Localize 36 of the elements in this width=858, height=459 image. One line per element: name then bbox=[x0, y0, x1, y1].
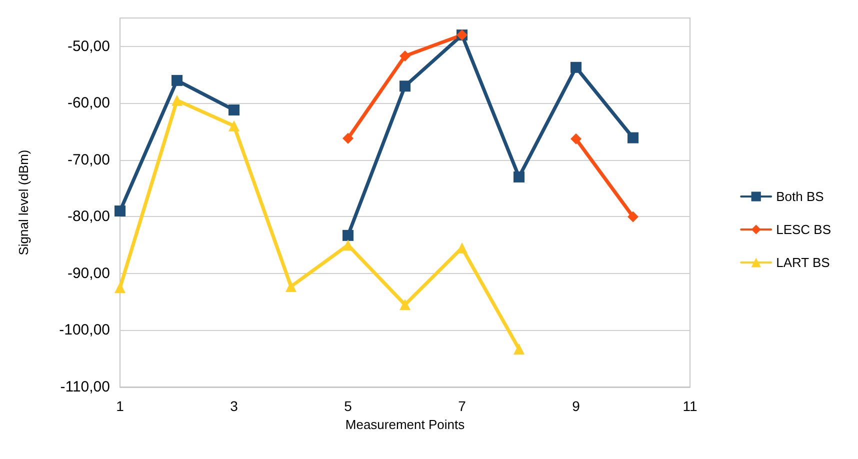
point bbox=[342, 132, 354, 144]
legend-label: Both BS bbox=[776, 189, 824, 204]
point bbox=[514, 171, 524, 182]
point bbox=[570, 62, 582, 73]
x-tick-label: 9 bbox=[572, 398, 580, 414]
point bbox=[286, 281, 296, 292]
point bbox=[172, 94, 182, 106]
point bbox=[228, 104, 240, 116]
point bbox=[114, 282, 126, 294]
x-axis-title: Measurement Points bbox=[345, 416, 466, 432]
point bbox=[514, 343, 524, 354]
point bbox=[400, 299, 410, 310]
y-tick-label: -100,00 bbox=[59, 322, 110, 339]
y-tick-label: -70,00 bbox=[67, 151, 110, 168]
y-tick-label: -110,00 bbox=[60, 378, 110, 396]
point bbox=[228, 120, 240, 132]
y-axis-title: Signal level (dBm) bbox=[16, 150, 31, 256]
point bbox=[172, 74, 182, 86]
y-tick-label: -90,00 bbox=[67, 264, 110, 282]
x-tick-label: 7 bbox=[458, 398, 466, 414]
y-tick-label: -50,00 bbox=[67, 38, 110, 55]
x-tick-label: 3 bbox=[230, 398, 238, 414]
y-tick-label: -80,00 bbox=[67, 208, 110, 226]
legend-label: LART BS bbox=[776, 255, 830, 270]
point bbox=[570, 133, 582, 144]
x-tick-label: 1 bbox=[116, 398, 124, 414]
point bbox=[342, 230, 354, 241]
y-tick-label: -60,00 bbox=[67, 94, 110, 112]
point bbox=[628, 132, 638, 144]
point bbox=[400, 80, 410, 92]
legend-label: LESC BS bbox=[776, 222, 832, 237]
point bbox=[628, 211, 638, 222]
x-tick-label: 5 bbox=[344, 398, 352, 414]
point bbox=[400, 50, 410, 62]
point bbox=[114, 206, 126, 217]
x-tick-label: 11 bbox=[682, 398, 698, 414]
